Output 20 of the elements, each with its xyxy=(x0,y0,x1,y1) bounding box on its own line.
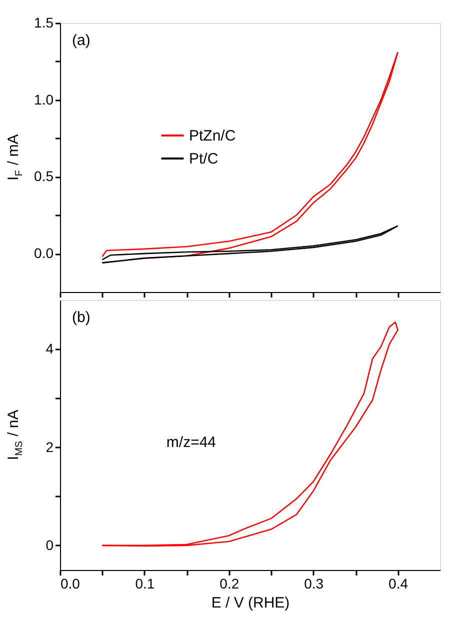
y-tick-label: 0.5 xyxy=(34,168,54,184)
annotation: (b) xyxy=(72,309,90,326)
legend-label: Pt/C xyxy=(189,150,218,168)
x-axis-title: E / V (RHE) xyxy=(211,594,290,612)
x-tick-label: 0.1 xyxy=(135,576,155,592)
y-tick-label: 2 xyxy=(46,438,54,455)
y-tick-label: 0 xyxy=(46,536,54,553)
y-axis-title: IMS / nA xyxy=(5,410,25,460)
y-tick-label: 1.0 xyxy=(34,91,54,108)
legend-label: PtZn/C xyxy=(189,128,236,144)
x-tick-label: 0.0 xyxy=(60,576,80,592)
x-tick-label: 0.2 xyxy=(220,576,240,592)
x-tick-label: 0.3 xyxy=(304,576,324,592)
y-tick-label: 1.5 xyxy=(34,14,54,30)
y-tick-label: 4 xyxy=(46,340,54,357)
y-tick-label: 0.0 xyxy=(34,245,54,262)
y-axis-title: IF / mA xyxy=(5,134,25,180)
x-tick-label: 0.4 xyxy=(388,576,408,592)
annotation: m/z=44 xyxy=(166,434,216,451)
annotation: (a) xyxy=(72,32,90,49)
